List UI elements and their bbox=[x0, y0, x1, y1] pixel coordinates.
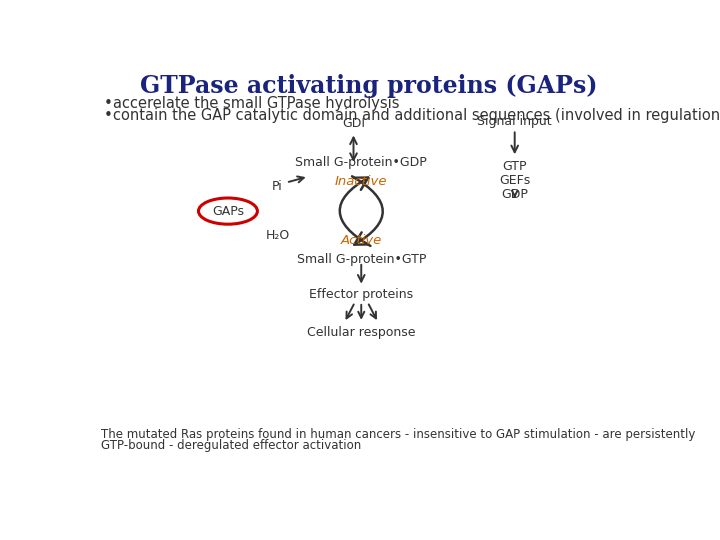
Text: GTPase activating proteins (GAPs): GTPase activating proteins (GAPs) bbox=[140, 74, 598, 98]
Text: GAPs: GAPs bbox=[212, 205, 244, 218]
FancyArrowPatch shape bbox=[352, 176, 383, 245]
Text: GDP: GDP bbox=[501, 188, 528, 201]
Ellipse shape bbox=[199, 198, 258, 224]
Text: H₂O: H₂O bbox=[266, 230, 290, 242]
Text: Cellular response: Cellular response bbox=[307, 326, 415, 339]
Text: Inactive: Inactive bbox=[335, 175, 387, 188]
Text: accerelate the small GTPase hydrolysis: accerelate the small GTPase hydrolysis bbox=[113, 96, 400, 111]
Text: •: • bbox=[104, 108, 113, 123]
Text: The mutated Ras proteins found in human cancers - insensitive to GAP stimulation: The mutated Ras proteins found in human … bbox=[101, 428, 696, 441]
Text: GDI: GDI bbox=[342, 117, 365, 130]
Text: Pi: Pi bbox=[271, 180, 282, 193]
Text: contain the GAP catalytic domain and additional sequences (involved in regulatio: contain the GAP catalytic domain and add… bbox=[113, 108, 720, 123]
Text: GTP: GTP bbox=[503, 160, 527, 173]
FancyArrowPatch shape bbox=[340, 178, 371, 246]
Text: GTP-bound - deregulated effector activation: GTP-bound - deregulated effector activat… bbox=[101, 439, 361, 452]
Text: Effector proteins: Effector proteins bbox=[309, 288, 413, 301]
Text: Small G-protein•GTP: Small G-protein•GTP bbox=[297, 253, 426, 266]
Text: Signal input: Signal input bbox=[477, 115, 552, 128]
Text: •: • bbox=[104, 96, 113, 111]
Text: Small G-protein•GDP: Small G-protein•GDP bbox=[295, 156, 427, 168]
Text: Active: Active bbox=[341, 234, 382, 247]
Text: GEFs: GEFs bbox=[499, 174, 531, 187]
